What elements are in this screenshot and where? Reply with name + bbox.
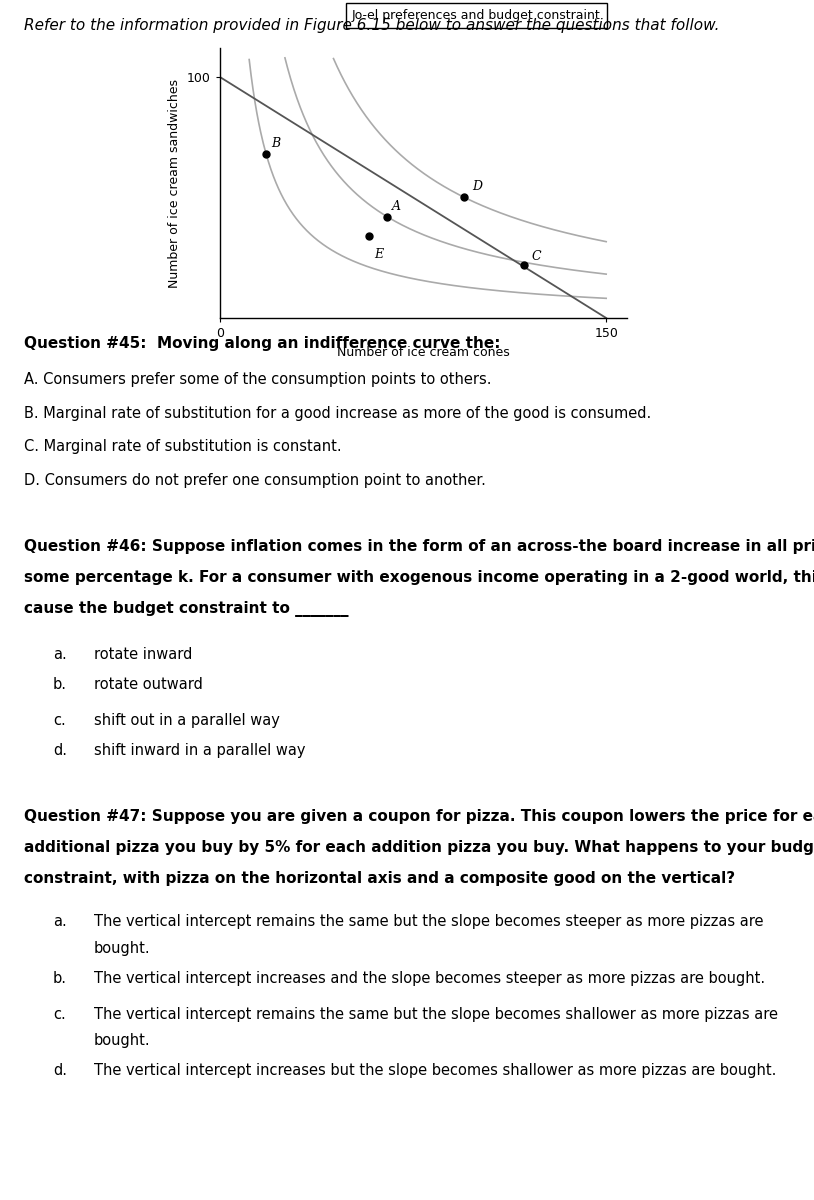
- Text: cause the budget constraint to _______: cause the budget constraint to _______: [24, 601, 349, 617]
- Text: rotate inward: rotate inward: [94, 647, 192, 662]
- Text: D: D: [472, 180, 482, 193]
- Text: c.: c.: [53, 1007, 66, 1022]
- Text: Question #46: Suppose inflation comes in the form of an across-the board increas: Question #46: Suppose inflation comes in…: [24, 539, 814, 554]
- Text: B: B: [271, 137, 281, 150]
- Text: Question #47: Suppose you are given a coupon for pizza. This coupon lowers the p: Question #47: Suppose you are given a co…: [24, 809, 814, 824]
- Text: b.: b.: [53, 677, 67, 692]
- Text: E: E: [374, 247, 383, 260]
- Text: some percentage k. For a consumer with exogenous income operating in a 2-good wo: some percentage k. For a consumer with e…: [24, 570, 814, 586]
- Text: bought.: bought.: [94, 1033, 151, 1049]
- Text: a.: a.: [53, 914, 67, 930]
- Text: bought.: bought.: [94, 941, 151, 956]
- Text: D. Consumers do not prefer one consumption point to another.: D. Consumers do not prefer one consumpti…: [24, 473, 486, 488]
- Text: additional pizza you buy by 5% for each addition pizza you buy. What happens to : additional pizza you buy by 5% for each …: [24, 840, 814, 856]
- Text: C: C: [532, 250, 541, 263]
- Text: Refer to the information provided in Figure 6.15 below to answer the questions t: Refer to the information provided in Fig…: [24, 18, 720, 32]
- Text: rotate outward: rotate outward: [94, 677, 203, 692]
- Text: shift out in a parallel way: shift out in a parallel way: [94, 713, 279, 728]
- Text: Jo-el preferences and budget constraint: Jo-el preferences and budget constraint: [352, 10, 601, 22]
- Text: A: A: [392, 199, 401, 212]
- Text: The vertical intercept remains the same but the slope becomes shallower as more : The vertical intercept remains the same …: [94, 1007, 777, 1022]
- Text: constraint, with pizza on the horizontal axis and a composite good on the vertic: constraint, with pizza on the horizontal…: [24, 871, 736, 887]
- Text: shift inward in a parallel way: shift inward in a parallel way: [94, 743, 305, 758]
- Y-axis label: Number of ice cream sandwiches: Number of ice cream sandwiches: [168, 78, 182, 288]
- Text: Question #45:  Moving along an indifference curve the:: Question #45: Moving along an indifferen…: [24, 336, 501, 350]
- Text: C. Marginal rate of substitution is constant.: C. Marginal rate of substitution is cons…: [24, 439, 342, 455]
- Text: The vertical intercept increases and the slope becomes steeper as more pizzas ar: The vertical intercept increases and the…: [94, 971, 764, 986]
- Text: d.: d.: [53, 1063, 67, 1079]
- Text: b.: b.: [53, 971, 67, 986]
- Text: c.: c.: [53, 713, 66, 728]
- X-axis label: Number of ice cream cones: Number of ice cream cones: [337, 346, 510, 359]
- Text: d.: d.: [53, 743, 67, 758]
- Text: B. Marginal rate of substitution for a good increase as more of the good is cons: B. Marginal rate of substitution for a g…: [24, 406, 652, 421]
- Text: A. Consumers prefer some of the consumption points to others.: A. Consumers prefer some of the consumpt…: [24, 372, 492, 386]
- Text: The vertical intercept increases but the slope becomes shallower as more pizzas : The vertical intercept increases but the…: [94, 1063, 776, 1079]
- Text: The vertical intercept remains the same but the slope becomes steeper as more pi: The vertical intercept remains the same …: [94, 914, 763, 930]
- Text: a.: a.: [53, 647, 67, 662]
